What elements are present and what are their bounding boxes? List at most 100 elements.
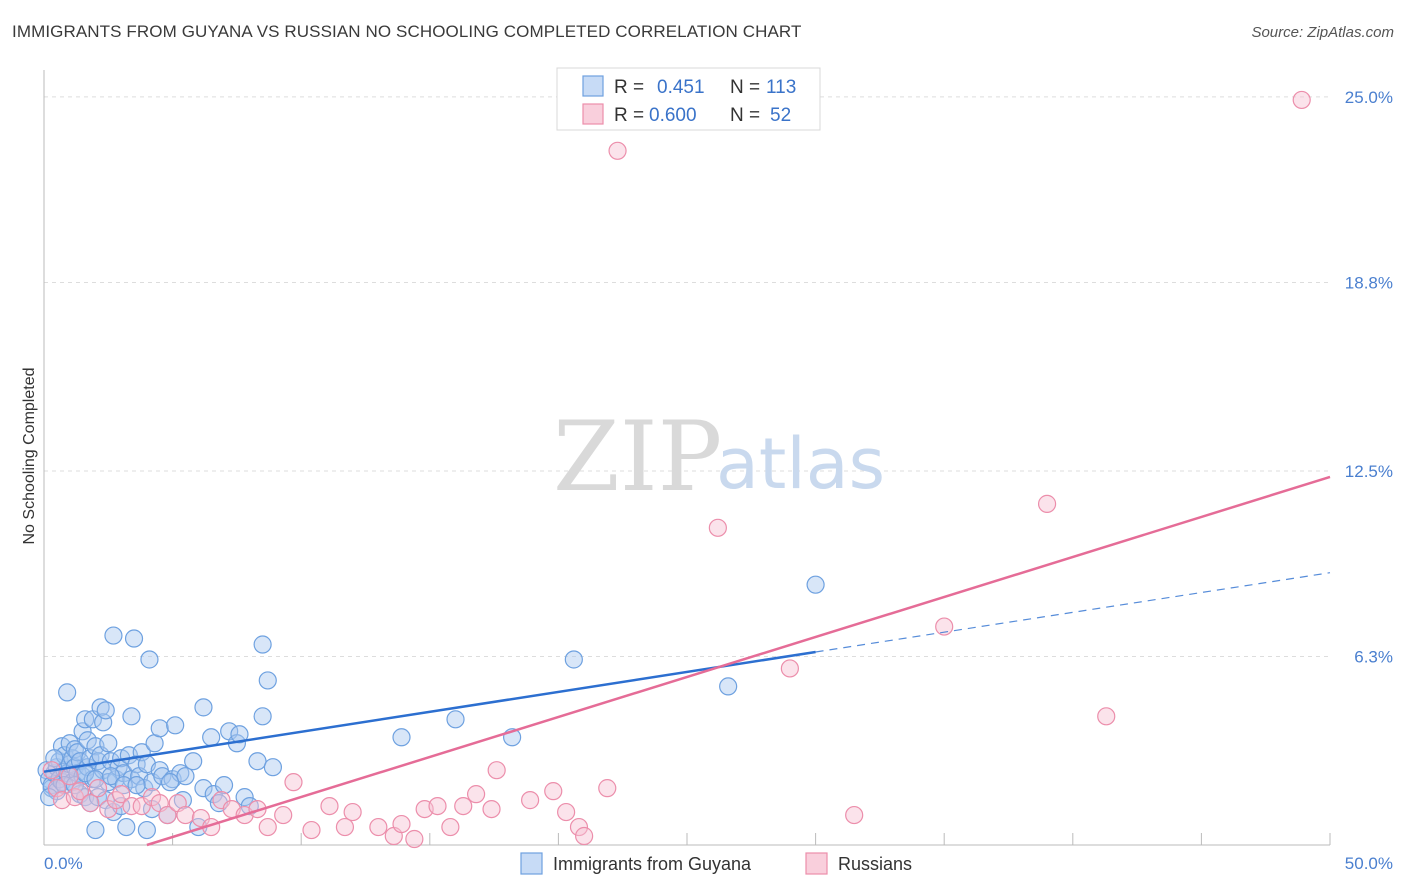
- guyana-point-100: [719, 677, 738, 696]
- russian-point-4: [65, 788, 84, 807]
- guyana-point-70: [150, 719, 169, 738]
- bottom-legend: Immigrants from Guyana Russians: [520, 852, 912, 875]
- russian-point-25: [274, 805, 293, 825]
- russian-point-7: [88, 779, 108, 798]
- guyana-point-66: [140, 650, 159, 669]
- russian-point-6: [81, 794, 100, 813]
- guyana-point-95: [263, 758, 283, 777]
- y-tick-label-2: 18.8%: [1345, 273, 1393, 292]
- guyana-point-19: [65, 740, 84, 759]
- russian-point-47: [598, 779, 617, 798]
- guyana-point-60: [127, 755, 146, 774]
- guyana-point-101: [806, 575, 825, 594]
- y-tick-label-1: 12.5%: [1345, 462, 1393, 481]
- watermark: ZIP atlas: [553, 401, 885, 513]
- guyana-point-49: [104, 626, 123, 645]
- guyana-point-85: [214, 776, 234, 795]
- russian-point-10: [112, 785, 131, 804]
- legend-swatch-guyana: [520, 852, 543, 875]
- russian-point-30: [343, 802, 362, 822]
- russian-point-29: [335, 817, 355, 837]
- stats-n-value-1: 113: [766, 77, 796, 98]
- russian-point-52: [935, 617, 954, 636]
- guyana-point-39: [91, 698, 110, 717]
- guyana-trend-extension: [815, 572, 1331, 653]
- russian-point-1: [47, 779, 66, 798]
- russian-point-49: [708, 518, 727, 537]
- guyana-point-14: [58, 683, 77, 702]
- russian-point-44: [557, 802, 576, 822]
- russian-point-24: [258, 817, 277, 837]
- watermark-atlas: atlas: [716, 423, 885, 505]
- grid-lines: [44, 96, 1330, 657]
- russian-point-15: [158, 805, 177, 825]
- russian-point-53: [1037, 494, 1057, 513]
- guyana-point-36: [86, 820, 105, 840]
- russian-point-11: [122, 797, 141, 816]
- guyana-point-65: [137, 820, 156, 840]
- guyana-point-99: [564, 650, 583, 669]
- stats-r-value-1: 0.451: [657, 77, 705, 98]
- russian-point-34: [405, 829, 424, 849]
- guyana-point-110: [127, 776, 146, 795]
- chart-title: IMMIGRANTS FROM GUYANA VS RUSSIAN NO SCH…: [12, 22, 802, 41]
- guyana-point-44: [96, 701, 115, 720]
- russian-point-40: [482, 799, 501, 819]
- russian-point-38: [454, 797, 473, 816]
- russian-point-26: [284, 773, 303, 792]
- guyana-point-77: [176, 767, 195, 786]
- guyana-point-112: [160, 773, 180, 792]
- guyana-point-27: [76, 788, 95, 807]
- russian-point-37: [441, 817, 460, 837]
- x-tick-label-min: 0.0%: [44, 854, 83, 873]
- russian-point-48: [608, 141, 627, 160]
- russian-point-42: [521, 791, 540, 810]
- guyana-point-103: [45, 749, 64, 768]
- stats-n-label-1: N =: [730, 77, 760, 98]
- y-axis-label: No Schooling Completed: [21, 368, 38, 545]
- guyana-point-46: [99, 734, 118, 753]
- guyana-point-91: [248, 752, 267, 771]
- trend-lines: [43, 475, 1331, 847]
- russian-point-28: [320, 797, 339, 816]
- russian-point-31: [369, 817, 388, 837]
- axes: [43, 70, 1331, 846]
- russian-point-43: [544, 782, 563, 801]
- stats-r-label-1: R =: [614, 77, 644, 98]
- series-russian-points: [42, 90, 1311, 849]
- stats-legend-box: R = 0.451 N = 113 R = 0.600 N = 52: [556, 67, 821, 131]
- russian-point-41: [487, 761, 506, 780]
- russian-point-17: [176, 805, 195, 825]
- russian-trend-line: [146, 475, 1331, 847]
- stats-swatch-guyana: [582, 75, 604, 97]
- russian-point-3: [60, 767, 79, 786]
- russian-point-50: [780, 659, 799, 678]
- russian-point-27: [302, 820, 321, 840]
- guyana-point-74: [166, 716, 185, 735]
- guyana-point-96: [392, 728, 411, 747]
- stats-r-value-2: 0.600: [649, 105, 697, 126]
- guyana-point-76: [173, 791, 192, 810]
- source-label: Source: ZipAtlas.com: [1251, 24, 1394, 41]
- y-tick-label-0: 6.3%: [1354, 647, 1393, 666]
- russian-point-12: [132, 797, 151, 816]
- stats-n-value-2: 52: [770, 105, 791, 126]
- guyana-point-94: [258, 671, 277, 690]
- stats-r-label-2: R =: [614, 105, 644, 126]
- guyana-point-89: [235, 788, 254, 807]
- guyana-point-88: [230, 725, 249, 744]
- russian-point-45: [569, 817, 589, 837]
- guyana-point-97: [446, 710, 465, 729]
- russian-point-54: [1097, 707, 1116, 726]
- x-tick-label-max: 50.0%: [1345, 854, 1393, 873]
- guyana-point-78: [184, 752, 203, 771]
- guyana-trend-line: [43, 650, 816, 773]
- guyana-point-75: [171, 764, 190, 783]
- russian-point-5: [70, 782, 90, 801]
- guyana-point-42: [94, 713, 113, 732]
- russian-point-36: [428, 797, 447, 816]
- russian-point-20: [212, 791, 231, 810]
- guyana-point-93: [253, 707, 272, 726]
- russian-point-18: [191, 808, 210, 828]
- y-tick-labels: 6.3% 12.5% 18.8% 25.0%: [1345, 88, 1393, 667]
